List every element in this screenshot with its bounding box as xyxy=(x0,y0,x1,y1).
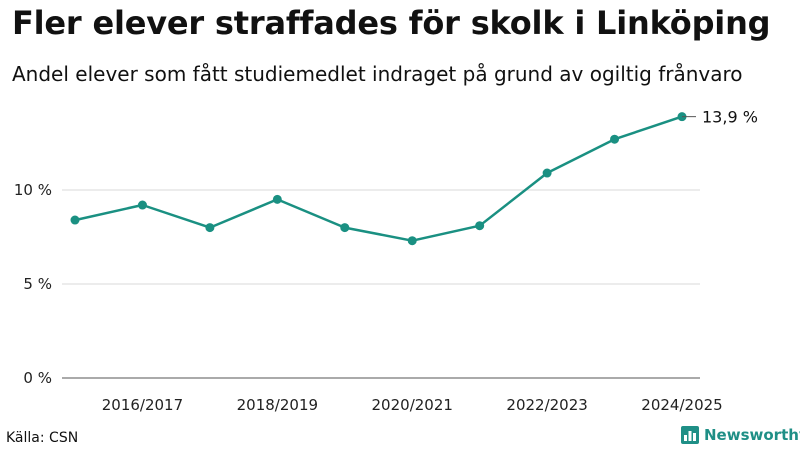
chart-title: Fler elever straffades för skolk i Linkö… xyxy=(12,4,771,42)
data-point xyxy=(542,168,552,178)
data-point xyxy=(137,200,147,210)
x-tick-label: 2022/2023 xyxy=(506,396,587,414)
data-point xyxy=(475,221,485,231)
y-tick-label: 10 % xyxy=(14,181,52,199)
x-tick-label: 2018/2019 xyxy=(237,396,318,414)
bar-chart-icon xyxy=(681,426,699,444)
x-tick-label: 2024/2025 xyxy=(641,396,722,414)
brand-logo: Newsworthy xyxy=(681,426,800,444)
y-tick-label: 0 % xyxy=(23,369,52,387)
data-point xyxy=(407,236,417,246)
brand-name: Newsworthy xyxy=(704,426,800,444)
data-point xyxy=(610,134,620,144)
data-point xyxy=(340,223,350,233)
series-line xyxy=(74,115,683,242)
data-point xyxy=(70,215,80,225)
data-point xyxy=(205,223,215,233)
x-tick-label: 2016/2017 xyxy=(102,396,183,414)
y-tick-label: 5 % xyxy=(23,275,52,293)
end-value-label: 13,9 % xyxy=(702,108,758,127)
data-point xyxy=(272,194,282,204)
x-tick-label: 2020/2021 xyxy=(372,396,453,414)
source-note: Källa: CSN xyxy=(6,430,79,446)
chart-subtitle: Andel elever som fått studiemedlet indra… xyxy=(12,62,743,86)
